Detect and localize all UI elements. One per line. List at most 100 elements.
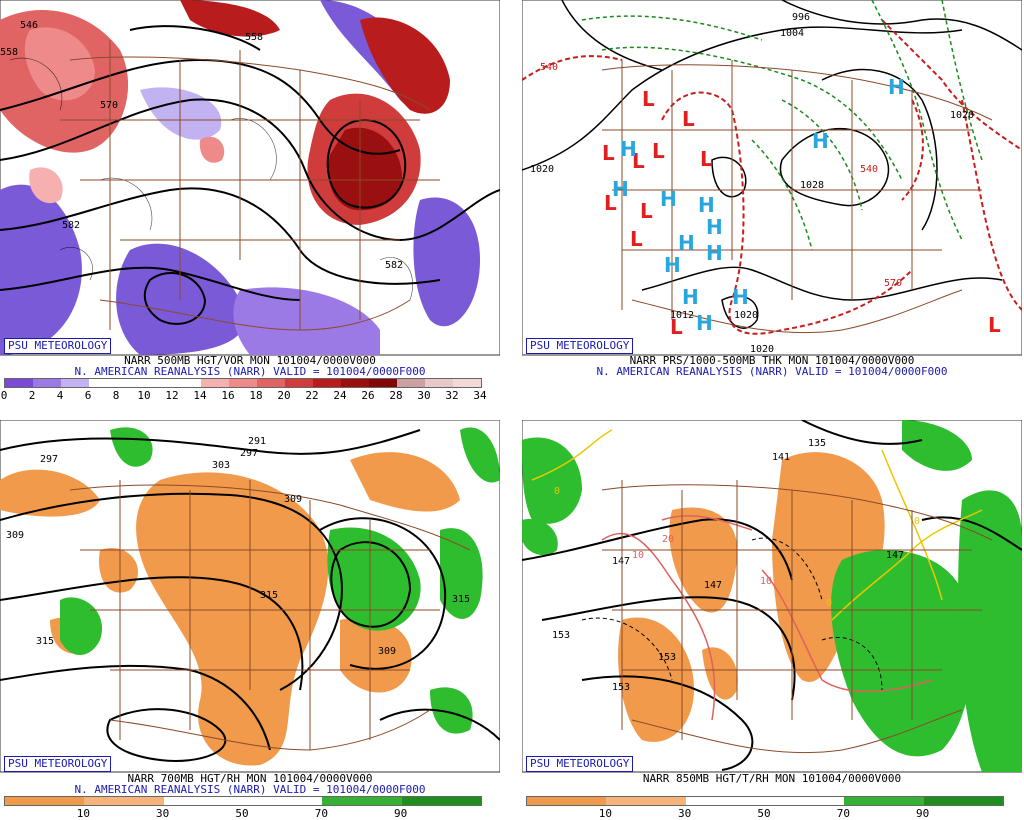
svg-text:1020: 1020 bbox=[734, 310, 758, 321]
svg-text:10: 10 bbox=[632, 550, 644, 561]
svg-text:996: 996 bbox=[792, 12, 810, 23]
svg-text:20: 20 bbox=[662, 534, 674, 545]
colorbar-swatch bbox=[313, 379, 341, 387]
colorbar-swatch bbox=[89, 379, 117, 387]
colorbar-tick-label: 4 bbox=[56, 389, 64, 402]
colorbar-swatch bbox=[397, 379, 425, 387]
svg-text:L: L bbox=[604, 191, 617, 215]
svg-text:303: 303 bbox=[212, 460, 230, 471]
svg-text:558: 558 bbox=[0, 47, 18, 58]
svg-text:1004: 1004 bbox=[780, 28, 804, 39]
svg-text:H: H bbox=[678, 231, 695, 255]
colorbar-tick-label: 50 bbox=[757, 807, 771, 820]
colorbar-swatch bbox=[425, 379, 453, 387]
panel-500mb-vorticity: 546 558 570 582 558 582 PSU METEOROLOGY … bbox=[0, 0, 500, 402]
panel-valid-time: N. AMERICAN REANALYSIS (NARR) VALID = 10… bbox=[74, 783, 426, 796]
svg-text:309: 309 bbox=[378, 646, 396, 657]
colorbar-swatch bbox=[145, 379, 173, 387]
svg-text:H: H bbox=[698, 193, 715, 217]
svg-text:135: 135 bbox=[808, 438, 826, 449]
svg-text:1020: 1020 bbox=[950, 110, 974, 121]
colorbar-swatch bbox=[117, 379, 145, 387]
panel-title: NARR PRS/1000-500MB THK MON 101004/0000V… bbox=[629, 354, 915, 367]
psu-meteorology-label: PSU METEOROLOGY bbox=[4, 338, 112, 354]
vort-negative-region bbox=[116, 243, 246, 355]
colorbar-tick-label: 24 bbox=[333, 389, 347, 402]
svg-text:H: H bbox=[812, 129, 829, 153]
panel-title: NARR 850MB HGT/T/RH MON 101004/0000V000 bbox=[642, 772, 902, 785]
temperature-contours bbox=[581, 537, 883, 691]
colorbar-swatch bbox=[685, 797, 765, 805]
rh-moist-regions bbox=[522, 420, 1022, 772]
vort-positive-region bbox=[199, 136, 225, 163]
colorbar-tick-label: 90 bbox=[394, 807, 408, 820]
colorbar-swatch bbox=[201, 379, 229, 387]
psu-meteorology-label: PSU METEOROLOGY bbox=[526, 338, 634, 354]
colorbar-swatch bbox=[242, 797, 323, 805]
panel-valid-time: N. AMERICAN REANALYSIS (NARR) VALID = 10… bbox=[596, 365, 948, 378]
contour-labels: 540 1020 1020 1028 1020 570 1020 1004 99… bbox=[530, 12, 974, 355]
svg-text:315: 315 bbox=[36, 636, 54, 647]
svg-text:0: 0 bbox=[554, 486, 560, 497]
thickness-cold bbox=[581, 0, 983, 251]
colorbar-swatch bbox=[341, 379, 369, 387]
panel-850mb-rh-temp: 135 141 147 147 153 153 147 153 0 20 10 … bbox=[522, 420, 1022, 820]
colorbar-swatch bbox=[322, 797, 402, 805]
svg-text:546: 546 bbox=[20, 20, 38, 31]
svg-text:H: H bbox=[732, 285, 749, 309]
colorbar-swatch bbox=[606, 797, 686, 805]
rh-colorbar bbox=[4, 796, 482, 806]
temperature-labels: 0 20 10 10 0 0 bbox=[554, 486, 920, 609]
svg-text:297: 297 bbox=[240, 448, 258, 459]
svg-text:L: L bbox=[632, 149, 645, 173]
map-500mb: 546 558 570 582 558 582 bbox=[0, 0, 500, 356]
vort-negative-region bbox=[413, 197, 480, 327]
svg-text:582: 582 bbox=[385, 260, 403, 271]
svg-text:582: 582 bbox=[62, 220, 80, 231]
colorbar-tick-label: 50 bbox=[235, 807, 249, 820]
colorbar-tick-label: 14 bbox=[193, 389, 207, 402]
svg-text:L: L bbox=[602, 141, 615, 165]
colorbar-swatch bbox=[285, 379, 313, 387]
rh-colorbar bbox=[526, 796, 1004, 806]
colorbar-tick-label: 26 bbox=[361, 389, 375, 402]
svg-text:309: 309 bbox=[6, 530, 24, 541]
rh-moist-regions bbox=[60, 427, 500, 734]
svg-text:297: 297 bbox=[40, 454, 58, 465]
svg-text:558: 558 bbox=[245, 32, 263, 43]
svg-text:L: L bbox=[988, 313, 1001, 337]
colorbar-swatch bbox=[5, 379, 33, 387]
svg-text:0: 0 bbox=[826, 598, 832, 609]
colorbar-tick-label: 70 bbox=[314, 807, 328, 820]
height-contours bbox=[0, 429, 500, 762]
colorbar-tick-label: 30 bbox=[156, 807, 170, 820]
svg-text:309: 309 bbox=[284, 494, 302, 505]
colorbar-tick-label: 34 bbox=[473, 389, 487, 402]
colorbar-swatch bbox=[61, 379, 89, 387]
colorbar-tick-label: 0 bbox=[0, 389, 8, 402]
svg-text:H: H bbox=[888, 75, 905, 99]
colorbar-swatch bbox=[844, 797, 924, 805]
rh-dry-regions bbox=[0, 452, 460, 766]
colorbar-swatch bbox=[33, 379, 61, 387]
svg-text:315: 315 bbox=[452, 594, 470, 605]
panel-valid-time: N. AMERICAN REANALYSIS (NARR) VALID = 10… bbox=[74, 365, 426, 378]
colorbar-tick-label: 28 bbox=[389, 389, 403, 402]
vort-positive-region bbox=[29, 167, 63, 204]
svg-text:147: 147 bbox=[704, 580, 722, 591]
svg-text:L: L bbox=[670, 315, 683, 339]
panel-700mb-rh: 297 291 303 297 309 309 315 315 315 309 … bbox=[0, 420, 500, 820]
svg-text:L: L bbox=[640, 199, 653, 223]
svg-text:H: H bbox=[706, 215, 723, 239]
svg-text:141: 141 bbox=[772, 452, 790, 463]
svg-text:1028: 1028 bbox=[800, 180, 824, 191]
svg-text:10: 10 bbox=[760, 576, 772, 587]
thickness-warm bbox=[522, 19, 1022, 335]
colorbar-tick-label: 18 bbox=[249, 389, 263, 402]
state-boundaries bbox=[601, 480, 993, 754]
svg-text:H: H bbox=[696, 311, 713, 335]
colorbar-swatch bbox=[453, 379, 481, 387]
colorbar-tick-label: 8 bbox=[112, 389, 120, 402]
svg-text:H: H bbox=[682, 285, 699, 309]
colorbar-tick-label: 30 bbox=[417, 389, 431, 402]
